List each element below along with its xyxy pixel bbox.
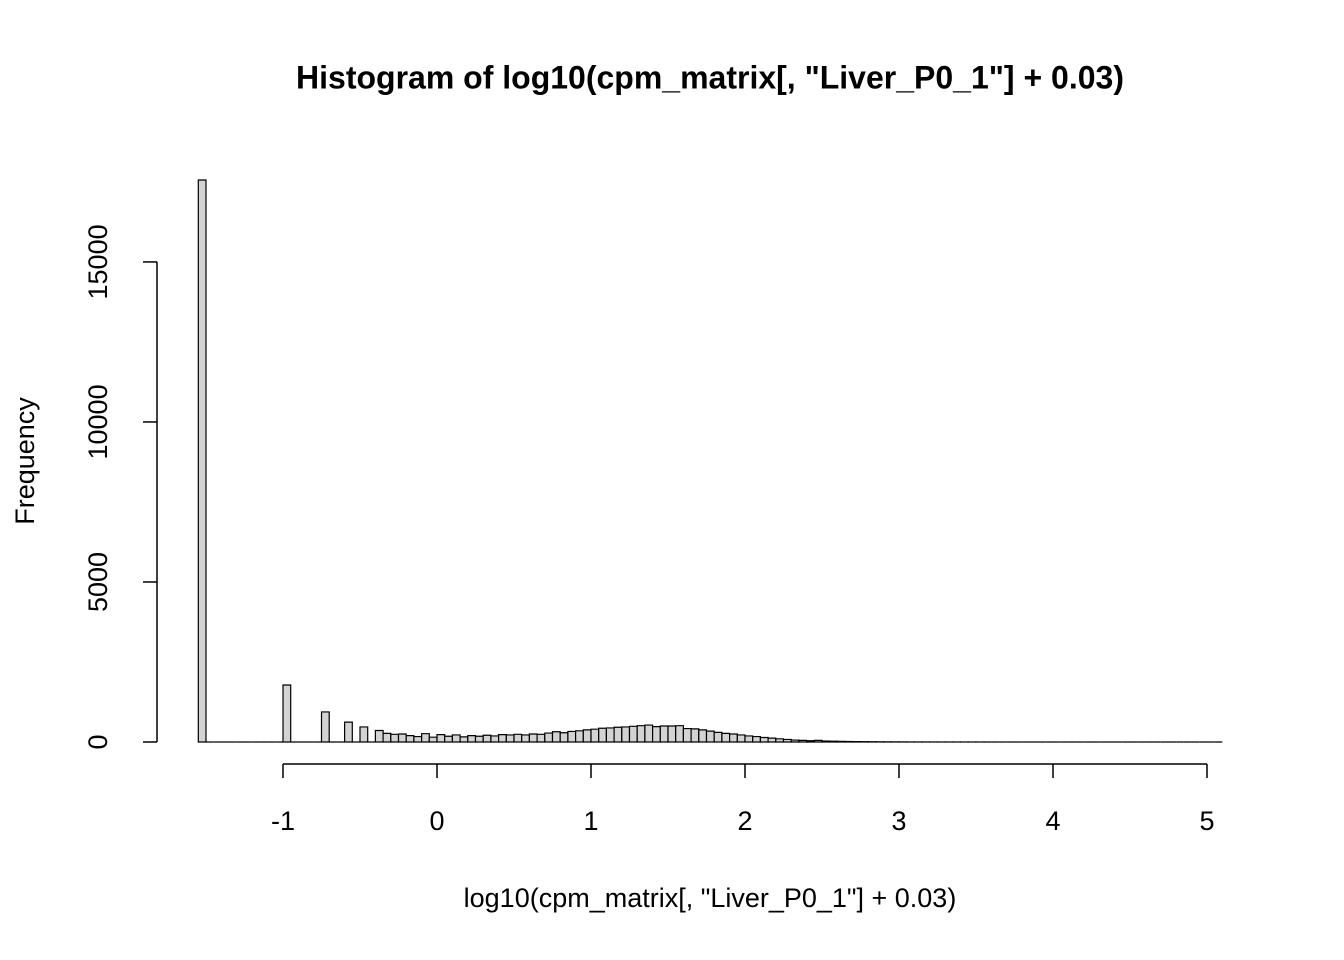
x-tick-label: 4 [1045,806,1060,836]
bar [621,726,631,743]
bar [397,733,407,743]
x-tick-label: 2 [737,806,752,836]
bar [829,740,838,743]
bar [836,740,846,743]
bar [698,729,708,743]
bar [767,737,777,743]
bar [482,734,492,743]
bar [652,726,661,743]
bar [605,727,615,743]
bar [505,734,515,743]
bar [567,730,577,743]
bar [282,684,292,743]
bar [521,734,530,743]
bar [744,735,754,743]
bar [598,727,607,743]
bar [536,733,546,743]
bar [705,730,715,743]
chart-title: Histogram of log10(cpm_matrix[, "Liver_P… [296,59,1124,95]
bar [490,735,500,743]
y-axis-label: Frequency [10,397,40,525]
bar [590,728,600,743]
bar [582,729,592,743]
bar [682,727,692,743]
bar [644,724,654,743]
bar [613,726,623,743]
bar [551,731,561,743]
bar [690,728,700,743]
bar [459,736,469,743]
bar [421,733,430,743]
x-tick-label: 3 [891,806,906,836]
bar [359,726,369,743]
x-tick-label: 0 [429,806,444,836]
bar [667,725,677,743]
bar [428,736,438,743]
bar [390,733,400,743]
bar [474,735,484,743]
y-tick-label: 0 [83,734,113,749]
bar [713,731,723,743]
bar [813,739,823,743]
bar [790,739,800,743]
bar [382,732,392,743]
bar [374,729,384,743]
y-tick-label: 10000 [83,384,113,459]
bar [320,711,330,743]
bar [821,740,831,743]
bar [575,730,584,743]
y-tick-label: 15000 [83,224,113,299]
bar [628,725,638,743]
bar [405,734,415,743]
bar [729,733,738,743]
bar [659,725,669,743]
x-tick-label: 5 [1199,806,1214,836]
bar [806,740,815,743]
bar [467,734,477,743]
bar [675,725,684,743]
x-axis-label: log10(cpm_matrix[, "Liver_P0_1"] + 0.03) [464,883,957,913]
bar [451,734,461,743]
bar [197,179,207,743]
bar [759,736,769,743]
bar [528,733,538,743]
bar [798,739,808,743]
bar [444,735,453,743]
bar [498,734,507,743]
bar [513,733,523,743]
bar [736,734,746,743]
bar [436,734,446,743]
bar [544,732,554,743]
bar [344,721,353,743]
bar [721,732,731,743]
bar [636,725,646,743]
bar [752,735,761,743]
bar [775,738,785,743]
x-tick-label: -1 [271,806,295,836]
x-tick-label: 1 [583,806,598,836]
bar [413,735,423,743]
y-tick-label: 5000 [83,552,113,612]
bar [559,732,569,743]
bar [782,738,792,743]
